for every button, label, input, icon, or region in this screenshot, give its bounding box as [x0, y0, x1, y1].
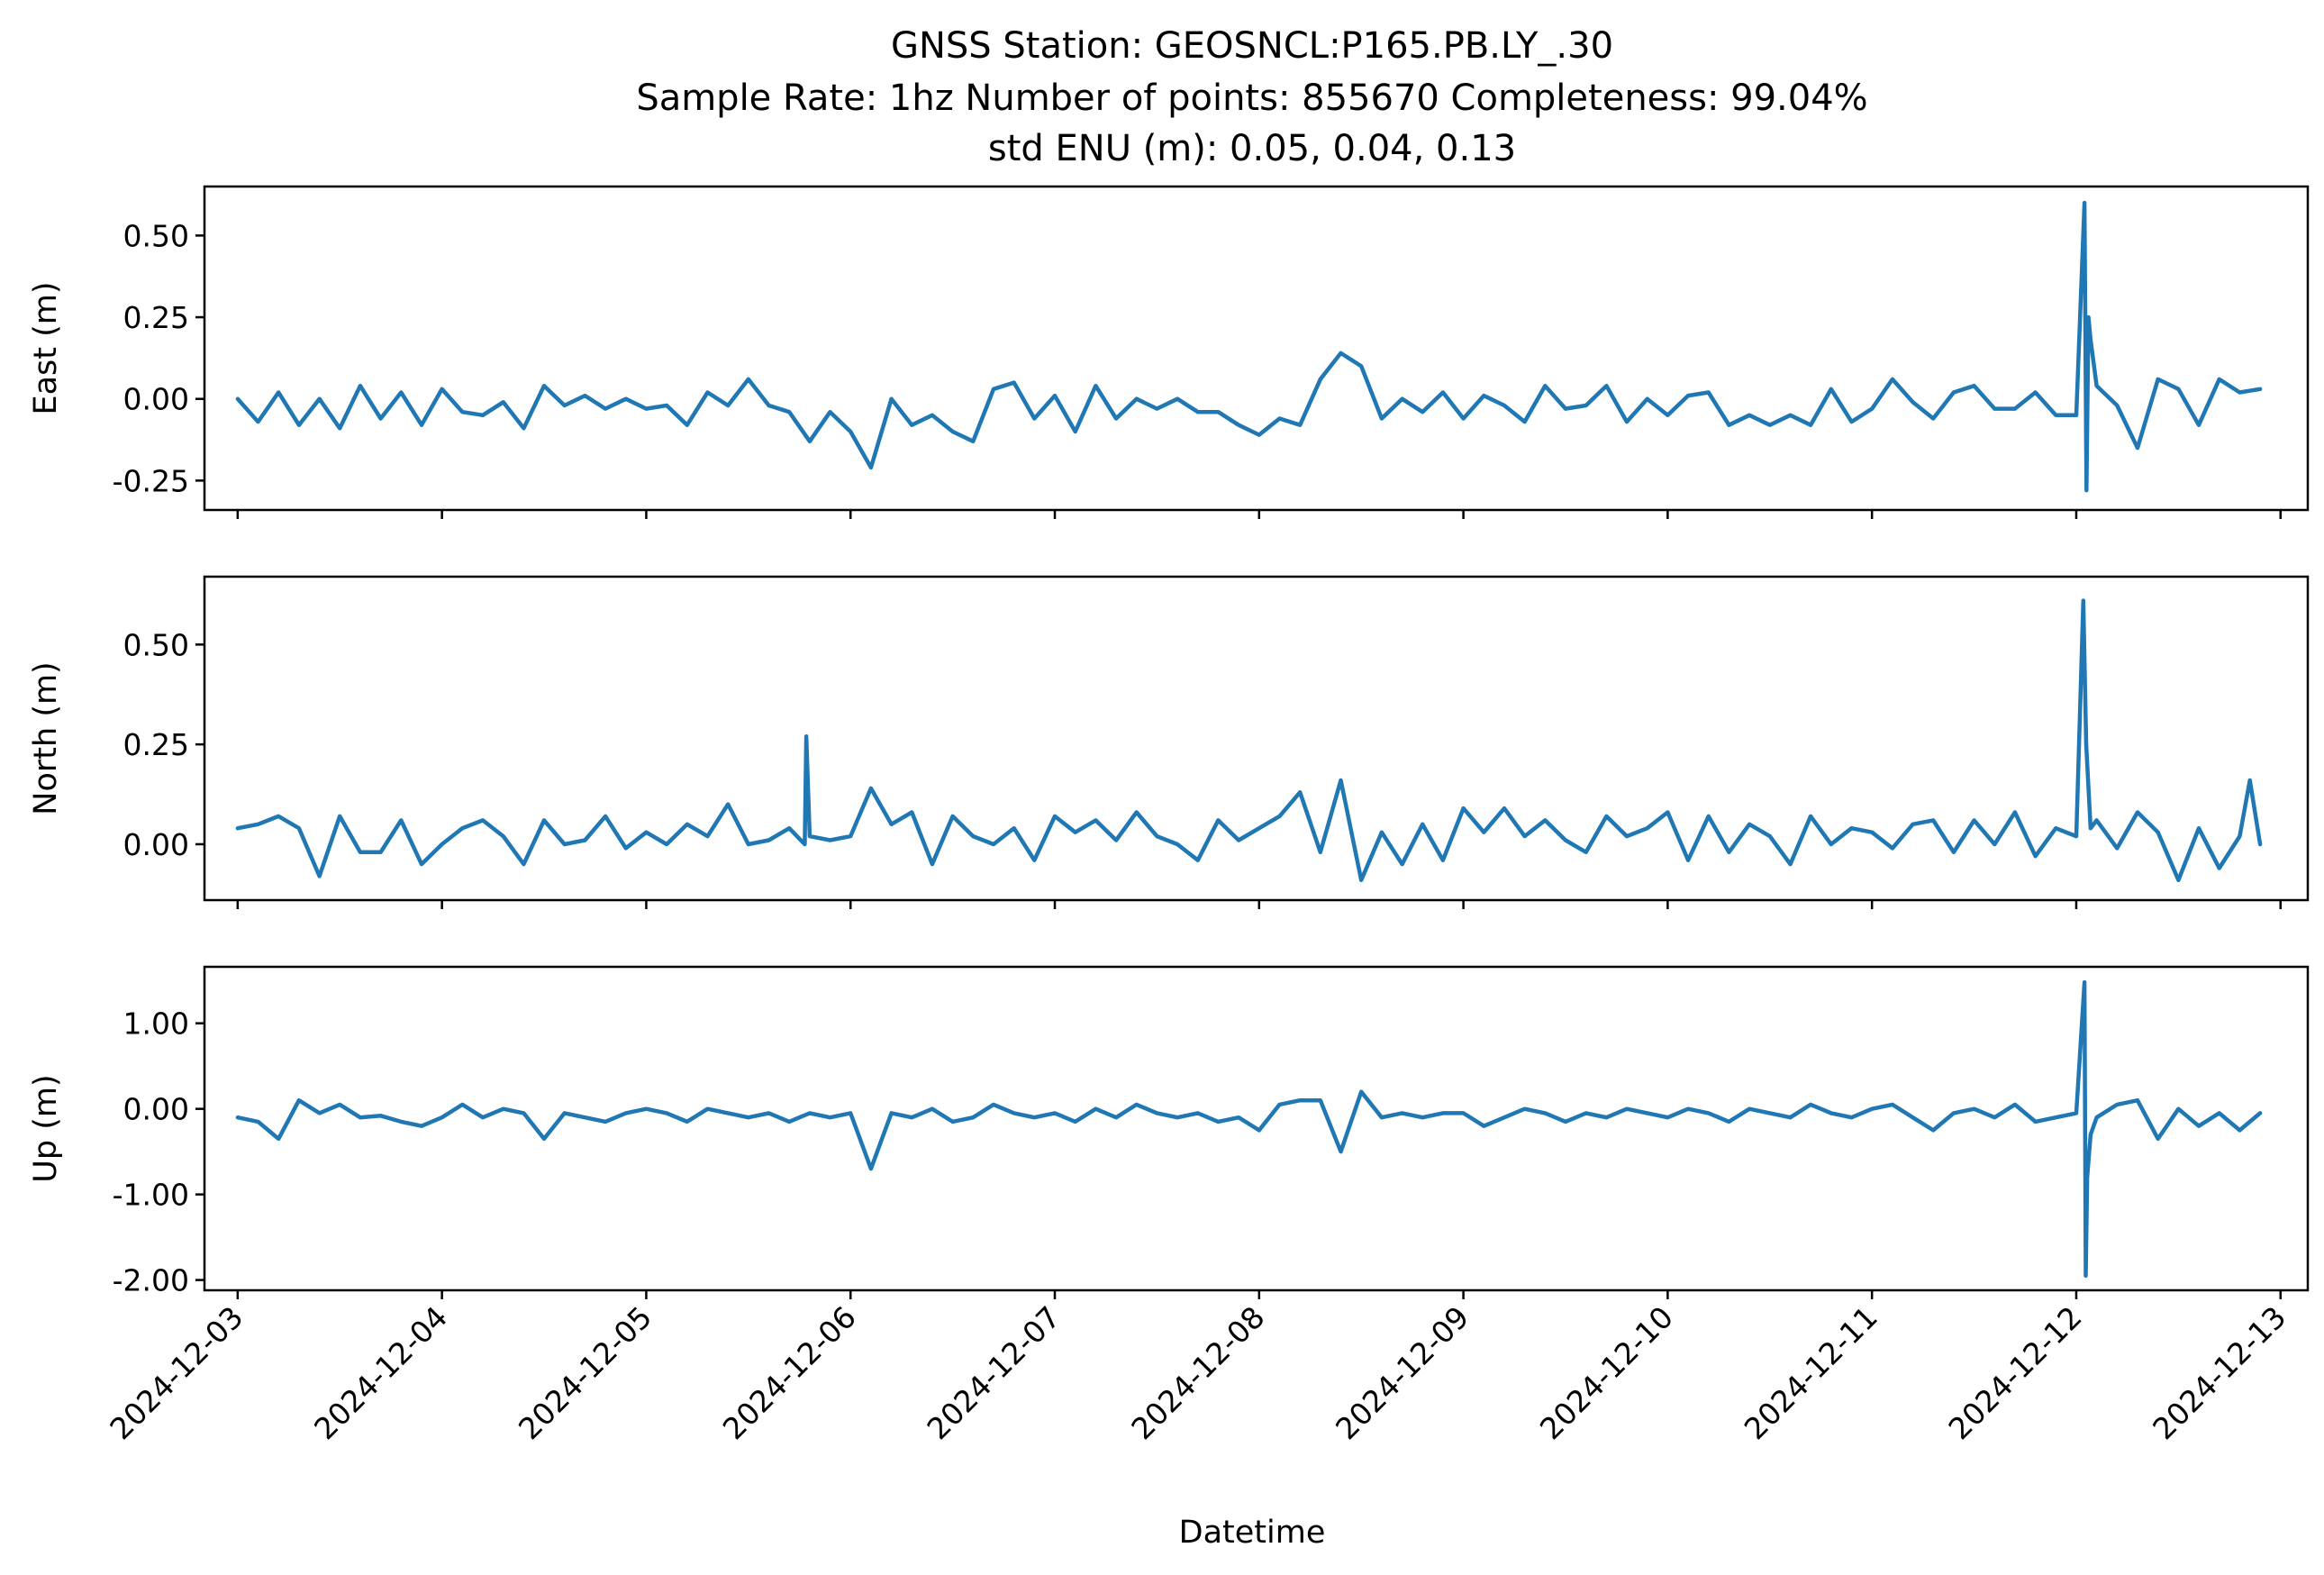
north-series-line — [235, 598, 2263, 883]
x-tick-label: 2024-12-13 — [2146, 1299, 2292, 1446]
x-axis-label: Datetime — [1179, 1515, 1326, 1551]
title-line-1: GNSS Station: GEOSNCL:P165.PB.LY_.30 — [891, 25, 1613, 67]
x-tick-label: 2024-12-07 — [920, 1299, 1067, 1446]
up-y-axis-label: Up (m) — [28, 1074, 64, 1182]
east-y-axis-label: East (m) — [28, 281, 64, 414]
x-tick-label: 2024-12-11 — [1738, 1299, 1884, 1446]
x-tick-label: 2024-12-10 — [1533, 1299, 1680, 1446]
east-series-line — [235, 200, 2263, 493]
north-y-tick-label: 0.50 — [123, 627, 189, 662]
x-tick-label: 2024-12-12 — [1941, 1299, 2088, 1446]
up-y-tick-label: 1.00 — [123, 1006, 189, 1042]
title-line-3: std ENU (m): 0.05, 0.04, 0.13 — [988, 128, 1516, 169]
east-y-tick-label: 0.25 — [123, 300, 189, 335]
east-y-tick-label: -0.25 — [113, 463, 189, 498]
north-y-axis-label: North (m) — [28, 661, 64, 815]
up-y-tick-label: -2.00 — [113, 1263, 189, 1298]
up-series-line — [235, 979, 2263, 1279]
title-line-2: Sample Rate: 1hz Number of points: 85567… — [636, 77, 1867, 119]
x-tick-label: 2024-12-09 — [1329, 1299, 1475, 1446]
north-y-tick-label: 0.25 — [123, 727, 189, 762]
x-tick-label: 2024-12-05 — [512, 1299, 658, 1446]
east-axes-frame — [203, 185, 2310, 512]
north-axes-frame — [203, 575, 2310, 902]
up-y-tick-label: -1.00 — [113, 1178, 189, 1213]
east-y-tick-label: 0.00 — [123, 382, 189, 417]
x-tick-label: 2024-12-03 — [103, 1299, 250, 1446]
up-axes-frame — [203, 965, 2310, 1292]
north-panel: 0.50 0.25 0.00 North (m) — [28, 575, 2310, 909]
x-tick-label: 2024-12-08 — [1124, 1299, 1271, 1446]
north-y-tick-label: 0.00 — [123, 827, 189, 862]
up-y-tick-label: 0.00 — [123, 1092, 189, 1127]
x-tick-label: 2024-12-06 — [716, 1299, 863, 1446]
east-y-tick-label: 0.50 — [123, 218, 189, 253]
figure-title: GNSS Station: GEOSNCL:P165.PB.LY_.30 Sam… — [636, 25, 1867, 169]
east-panel: 0.50 0.25 0.00 -0.25 East (m) — [28, 185, 2310, 519]
x-tick-label: 2024-12-04 — [307, 1299, 454, 1446]
